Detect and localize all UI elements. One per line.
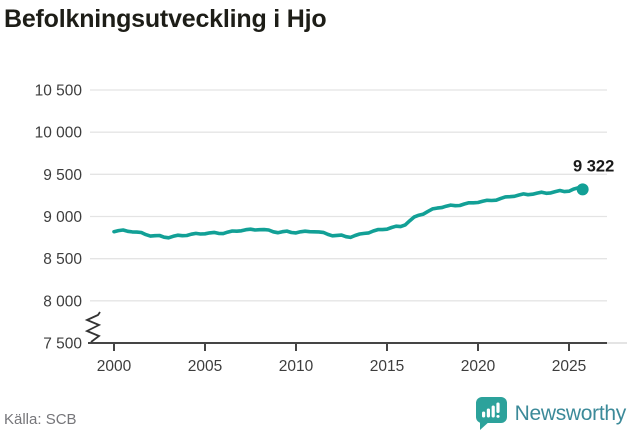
x-axis-tick-label: 2020 — [461, 358, 496, 375]
population-line-series — [112, 186, 585, 240]
newsworthy-logo-icon — [475, 397, 507, 430]
source-label: Källa: SCB — [4, 411, 77, 428]
y-axis-tick-label: 8 000 — [43, 293, 82, 310]
axis-break-icon — [84, 311, 102, 343]
x-axis-tick-label: 2010 — [279, 358, 314, 375]
y-axis-tick-label: 8 500 — [43, 251, 82, 268]
y-axis-tick-label: 9 000 — [43, 209, 82, 226]
page-title: Befolkningsutveckling i Hjo — [4, 5, 327, 33]
footer: Källa: SCB Newsworthy — [0, 397, 631, 433]
x-axis-tick-label: 2015 — [370, 358, 404, 375]
y-axis-tick-label: 10 500 — [35, 83, 83, 100]
x-axis-tick-label: 2005 — [188, 358, 222, 375]
y-axis-tick-label: 9 500 — [43, 167, 82, 184]
brand-name: Newsworthy — [514, 401, 627, 425]
newsworthy-brand-link[interactable]: Newsworthy — [474, 396, 626, 431]
x-axis-tick-label: 2025 — [552, 358, 586, 375]
y-axis-tick-label: 7 500 — [43, 336, 82, 353]
population-chart: 7 500 8 000 8 500 9 000 9 500 10 000 10 500 200… — [35, 83, 627, 375]
y-axis-tick-label: 10 000 — [35, 125, 83, 142]
x-axis-tick-label: 2000 — [97, 358, 132, 375]
last-point-marker — [576, 183, 589, 196]
end-value-label: 9 322 — [573, 157, 614, 175]
